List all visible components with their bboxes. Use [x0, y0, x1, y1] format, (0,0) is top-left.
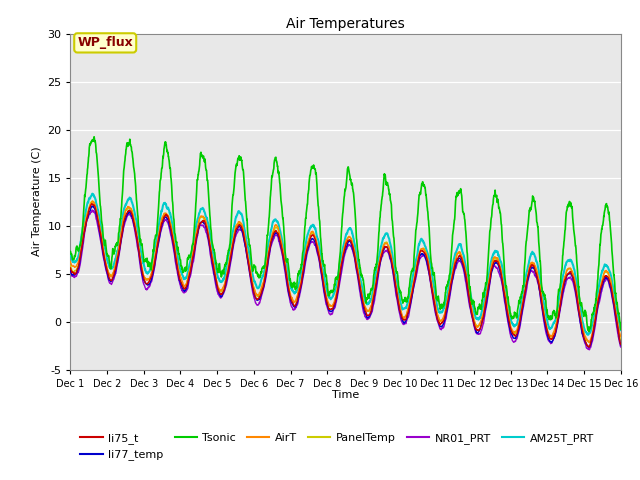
Text: WP_flux: WP_flux [77, 36, 133, 49]
Legend: li75_t, li77_temp, Tsonic, AirT, PanelTemp, NR01_PRT, AM25T_PRT: li75_t, li77_temp, Tsonic, AirT, PanelTe… [76, 429, 598, 465]
Title: Air Temperatures: Air Temperatures [286, 17, 405, 31]
X-axis label: Time: Time [332, 390, 359, 400]
Y-axis label: Air Temperature (C): Air Temperature (C) [32, 147, 42, 256]
